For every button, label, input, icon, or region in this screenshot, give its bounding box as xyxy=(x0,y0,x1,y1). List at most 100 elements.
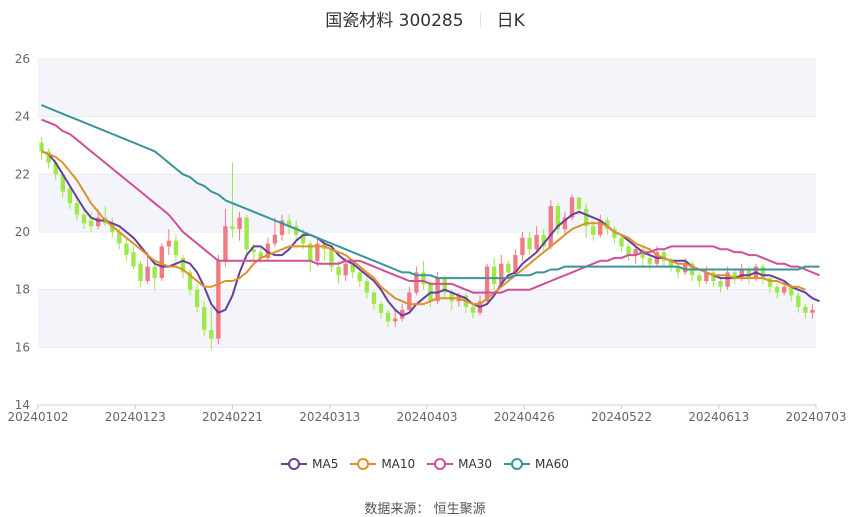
candle-body xyxy=(230,226,235,230)
legend-marker-icon xyxy=(281,458,308,470)
candle-body xyxy=(499,263,504,284)
x-tick-label: 20240221 xyxy=(202,410,263,424)
candle-body xyxy=(202,306,207,331)
y-tick-label: 14 xyxy=(15,398,30,412)
legend-marker-icon xyxy=(504,458,531,470)
candle-body xyxy=(704,272,709,282)
candle-body xyxy=(569,197,575,218)
x-tick-label: 20240403 xyxy=(396,410,457,424)
candle-body xyxy=(371,292,377,305)
candle-body xyxy=(746,269,752,279)
x-tick-label: 20240703 xyxy=(785,410,846,424)
candle-body xyxy=(53,162,58,175)
candle-body xyxy=(675,266,681,273)
candle-body xyxy=(400,309,405,319)
legend-label: MA5 xyxy=(312,457,339,471)
legend-item-ma30[interactable]: MA30 xyxy=(427,457,492,471)
legend-item-ma10[interactable]: MA10 xyxy=(350,457,415,471)
candle-body xyxy=(81,214,87,224)
candle-body xyxy=(350,263,355,273)
candle-body xyxy=(534,234,539,250)
ma10-line xyxy=(41,150,806,306)
grid-band xyxy=(38,289,816,348)
legend-item-ma5[interactable]: MA5 xyxy=(281,457,338,471)
candle-body xyxy=(39,142,44,152)
candle-body xyxy=(209,330,214,339)
candle-body xyxy=(725,272,730,287)
candle-body xyxy=(484,266,490,302)
candle-body xyxy=(301,234,306,244)
candle-body xyxy=(74,203,80,215)
candle-body xyxy=(131,252,136,267)
candle-body xyxy=(767,278,773,287)
candle-body xyxy=(329,249,334,267)
candle-body xyxy=(739,269,744,279)
candle-body xyxy=(668,260,674,267)
y-tick-label: 26 xyxy=(15,52,30,66)
candle-body xyxy=(216,260,221,339)
candle-body xyxy=(449,292,454,302)
candle-body xyxy=(541,234,546,247)
candle-body xyxy=(583,208,589,227)
candle-body xyxy=(385,312,391,322)
candle-body xyxy=(732,272,737,279)
candle-body xyxy=(520,237,525,256)
y-tick-label: 16 xyxy=(15,340,30,354)
candle-body xyxy=(279,220,285,235)
legend-marker-icon xyxy=(427,458,454,470)
candle-body xyxy=(180,257,186,273)
source-label: 数据来源： xyxy=(364,502,430,517)
candle-body xyxy=(187,272,193,290)
candle-body xyxy=(555,206,561,230)
candle-body xyxy=(647,257,652,264)
candle-body xyxy=(166,240,172,247)
candle-body xyxy=(576,197,582,209)
ma60-line xyxy=(41,104,820,280)
candle-body xyxy=(612,229,617,238)
candle-body xyxy=(286,220,292,227)
candle-body xyxy=(810,309,815,313)
candle-body xyxy=(60,174,65,192)
candle-body xyxy=(392,318,398,322)
candle-body xyxy=(619,237,624,247)
candle-body xyxy=(336,266,341,276)
candle-body xyxy=(293,226,299,235)
candle-body xyxy=(513,255,518,273)
candle-body xyxy=(95,217,101,227)
candle-body xyxy=(605,220,610,230)
candle-body xyxy=(640,249,645,258)
candle-body xyxy=(682,263,688,273)
candle-body xyxy=(781,286,787,293)
x-tick-label: 20240313 xyxy=(299,410,360,424)
candle-body xyxy=(435,278,440,302)
candle-body xyxy=(598,220,603,235)
candle-body xyxy=(491,266,497,284)
candle-body xyxy=(661,252,667,261)
candle-body xyxy=(407,292,412,310)
y-tick-label: 20 xyxy=(15,225,30,239)
candle-body xyxy=(46,151,51,163)
period-label: 日K xyxy=(496,11,525,31)
legend-marker-icon xyxy=(350,458,377,470)
candle-body xyxy=(173,240,179,256)
candle-body xyxy=(506,263,511,273)
candle-body xyxy=(159,246,164,279)
candle-body xyxy=(591,226,596,235)
candle-body xyxy=(237,217,242,230)
candle-body xyxy=(442,278,447,293)
candlestick-chart: 14 16 18 20 22 24 26 20240102 20240123 20240221 20… xyxy=(7,52,846,424)
candle-body xyxy=(803,306,808,313)
x-tick-label: 20240522 xyxy=(591,410,652,424)
chart-title: 国瓷材料 300285 日K xyxy=(0,6,850,31)
candle-body xyxy=(124,243,129,256)
candle-body xyxy=(117,232,122,244)
x-tick-label: 20240102 xyxy=(7,410,68,424)
candle-body xyxy=(308,243,313,261)
legend-label: MA60 xyxy=(535,457,569,471)
candle-body xyxy=(796,295,801,307)
x-tick-label: 20240426 xyxy=(494,410,555,424)
candle-body xyxy=(244,217,249,250)
legend-item-ma60[interactable]: MA60 xyxy=(504,457,569,471)
candle-body xyxy=(470,306,476,313)
candle-body xyxy=(697,275,702,282)
